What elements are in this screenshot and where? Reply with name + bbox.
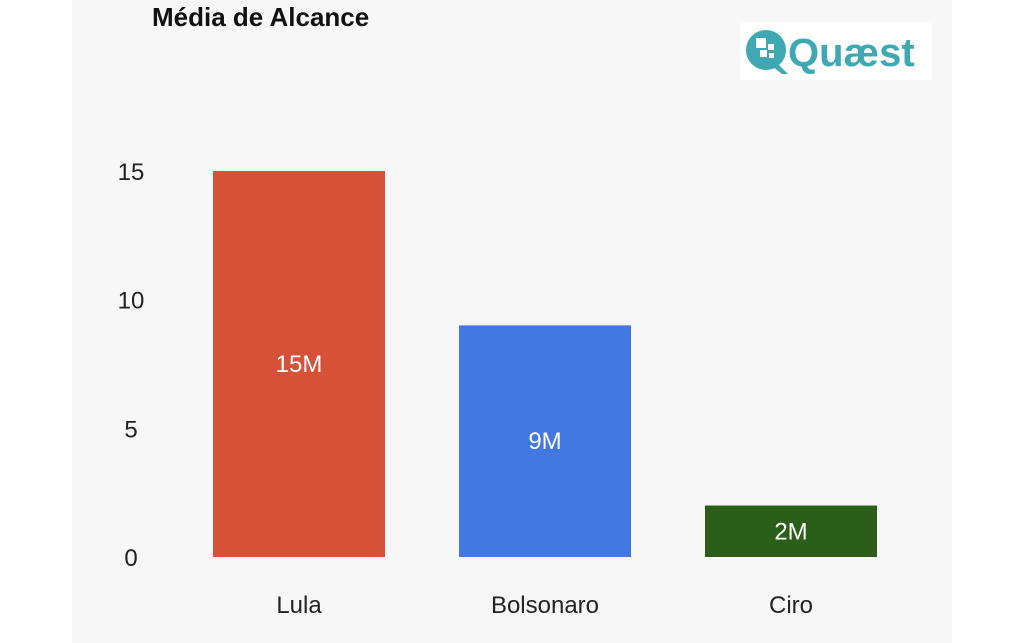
bar-data-labels: 15M 9M 2M (276, 351, 808, 545)
y-tick-label: 10 (118, 288, 145, 315)
y-axis-ticks: 0 5 10 15 (118, 159, 145, 572)
bar-lula (213, 171, 385, 557)
bar-data-label: 2M (774, 518, 807, 545)
chart-title: Média de Alcance (152, 2, 370, 32)
x-tick-label: Lula (276, 592, 322, 619)
quaest-logo-icon (746, 30, 788, 74)
bar-data-label: 15M (276, 351, 323, 378)
y-tick-label: 0 (124, 545, 137, 572)
x-axis-ticks: Lula Bolsonaro Ciro (276, 592, 813, 619)
x-tick-label: Ciro (769, 592, 813, 619)
bars (213, 171, 877, 557)
bar-ciro (705, 505, 877, 557)
y-tick-label: 15 (118, 159, 145, 186)
y-tick-label: 5 (124, 416, 137, 443)
bar-bolsonaro (459, 325, 631, 557)
quaest-logo-graphic: Quæst (746, 30, 915, 75)
bar-data-label: 9M (528, 428, 561, 455)
x-tick-label: Bolsonaro (491, 592, 599, 619)
quaest-logo: Quæst (740, 22, 932, 80)
quaest-logo-text: Quæst (788, 31, 915, 75)
